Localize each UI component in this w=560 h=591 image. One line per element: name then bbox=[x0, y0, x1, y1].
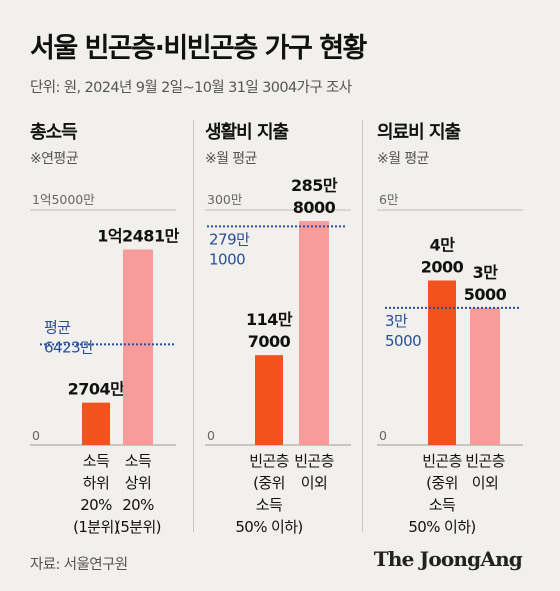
panel-title: 총소득 bbox=[30, 122, 78, 143]
brand-logo: The JoongAng bbox=[373, 547, 523, 571]
panel-title: 생활비 지출 bbox=[205, 122, 289, 143]
chart-income: 1억5000만02704만소득하위20%(1분위)1억2481만소득상위20%(… bbox=[30, 192, 180, 536]
chart-subtitle: 단위: 원, 2024년 9월 2일~10월 31일 3004가구 조사 bbox=[30, 80, 352, 96]
average-label: 279만 bbox=[209, 230, 250, 248]
bar-2 bbox=[470, 307, 500, 445]
panel-divider bbox=[193, 120, 194, 532]
category-label: 50% 이하) bbox=[408, 518, 475, 536]
bar-value-label: 8000 bbox=[293, 198, 336, 217]
y-max-label: 6만 bbox=[379, 192, 399, 207]
source-note: 자료: 서울연구원 bbox=[30, 557, 128, 573]
y-max-label: 1억5000만 bbox=[32, 192, 95, 207]
category-label: 소득 bbox=[256, 496, 283, 514]
bar-value-label: 5000 bbox=[464, 285, 507, 304]
bar-1 bbox=[82, 402, 110, 445]
bar-value-label: 4만 bbox=[430, 236, 456, 255]
category-label: 20% bbox=[80, 496, 112, 514]
category-label: 빈곤층 bbox=[422, 452, 462, 470]
category-label: 소득 bbox=[125, 452, 152, 470]
bar-value-label: 114만 bbox=[246, 310, 293, 329]
bar-value-label: 2704만 bbox=[68, 380, 126, 399]
panel-title: 의료비 지출 bbox=[377, 122, 461, 143]
panel-divider bbox=[362, 120, 363, 532]
chart-title: 서울 빈곤층·비빈곤층 가구 현황 bbox=[30, 33, 367, 64]
category-label: 하위 bbox=[83, 474, 109, 492]
bar-value-label: 285만 bbox=[291, 176, 338, 195]
category-label: 50% 이하) bbox=[235, 518, 302, 536]
bar-1 bbox=[428, 280, 456, 445]
bar-value-label: 2000 bbox=[421, 258, 464, 277]
average-label: 1000 bbox=[209, 250, 245, 268]
panel-note: ※월 평균 bbox=[377, 151, 429, 167]
category-label: 이외 bbox=[472, 474, 498, 492]
bar-value-label: 7000 bbox=[248, 332, 291, 351]
y-max-label: 300만 bbox=[207, 192, 243, 207]
bar-2 bbox=[299, 221, 329, 445]
category-label: 소득 bbox=[83, 452, 110, 470]
category-label: 소득 bbox=[429, 496, 456, 514]
category-label: 빈곤층 bbox=[294, 452, 334, 470]
average-label: 3만 bbox=[385, 312, 408, 330]
y-zero-label: 0 bbox=[379, 428, 387, 443]
bar-2 bbox=[123, 249, 153, 445]
y-zero-label: 0 bbox=[32, 428, 40, 443]
y-zero-label: 0 bbox=[207, 428, 215, 443]
panel-note: ※연평균 bbox=[30, 151, 79, 167]
category-label: 이외 bbox=[301, 474, 327, 492]
category-label: 20% bbox=[122, 496, 154, 514]
average-label: 평균 bbox=[44, 318, 71, 336]
category-label: (중위 bbox=[253, 474, 285, 492]
category-label: (1분위) bbox=[73, 518, 119, 536]
category-label: 빈곤층 bbox=[249, 452, 289, 470]
bar-value-label: 1억2481만 bbox=[97, 226, 179, 245]
category-label: (5분위) bbox=[115, 518, 161, 536]
average-label: 5000 bbox=[385, 332, 421, 350]
panel-note: ※월 평균 bbox=[205, 151, 257, 167]
category-label: (중위 bbox=[426, 474, 458, 492]
average-label: 6423만 bbox=[44, 338, 94, 356]
bar-1 bbox=[255, 355, 283, 445]
bar-value-label: 3만 bbox=[473, 263, 499, 282]
panel-income: 총소득 ※연평균 1억5000만 0 2704만 소득 하위 20% (1분위) 1억2481… bbox=[30, 0, 190, 591]
category-label: 빈곤층 bbox=[465, 452, 505, 470]
category-label: 상위 bbox=[125, 474, 151, 492]
